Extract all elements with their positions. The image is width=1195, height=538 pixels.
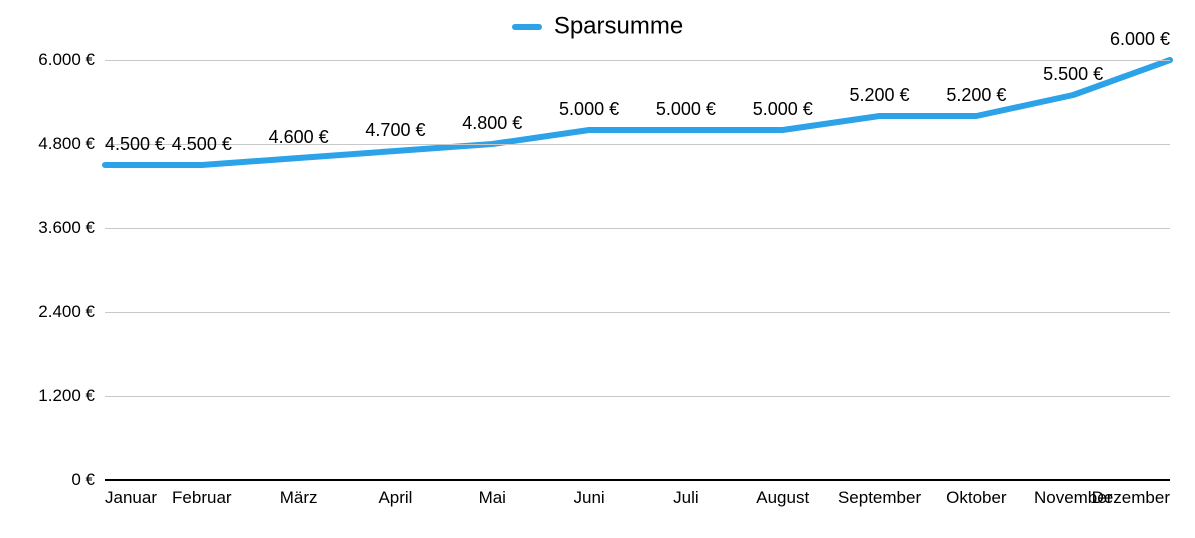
x-tick-label: Januar [105,488,157,508]
data-label: 4.700 € [365,120,425,141]
data-label: 5.200 € [850,85,910,106]
series-line [105,60,1170,480]
x-tick-label: Oktober [946,488,1006,508]
x-tick-label: Februar [172,488,232,508]
x-tick-label: September [838,488,921,508]
data-label: 6.000 € [1110,29,1170,50]
y-tick-label: 0 € [71,470,95,490]
x-tick-label: März [280,488,318,508]
data-label: 5.000 € [753,99,813,120]
x-tick-label: Juni [573,488,604,508]
x-tick-label: April [378,488,412,508]
line-chart: Sparsumme 0 €1.200 €2.400 €3.600 €4.800 … [0,0,1195,538]
gridline [105,60,1170,61]
legend-swatch [512,24,542,30]
series-polyline [105,60,1170,165]
y-tick-label: 2.400 € [38,302,95,322]
x-tick-label: Mai [479,488,506,508]
gridline [105,228,1170,229]
x-tick-label: August [756,488,809,508]
x-tick-label: Dezember [1092,488,1170,508]
legend-label: Sparsumme [554,13,683,40]
data-label: 5.500 € [1043,64,1103,85]
data-label: 4.500 € [172,134,232,155]
y-tick-label: 4.800 € [38,134,95,154]
gridline [105,312,1170,313]
data-label: 4.600 € [269,127,329,148]
plot-area: 0 €1.200 €2.400 €3.600 €4.800 €6.000 €Ja… [105,60,1170,480]
data-label: 4.800 € [462,113,522,134]
y-tick-label: 1.200 € [38,386,95,406]
data-label: 5.000 € [559,99,619,120]
data-label: 4.500 € [105,134,165,155]
gridline [105,144,1170,145]
legend: Sparsumme [0,12,1195,41]
data-label: 5.000 € [656,99,716,120]
data-label: 5.200 € [946,85,1006,106]
y-tick-label: 6.000 € [38,50,95,70]
x-tick-label: Juli [673,488,699,508]
y-tick-label: 3.600 € [38,218,95,238]
gridline [105,396,1170,397]
